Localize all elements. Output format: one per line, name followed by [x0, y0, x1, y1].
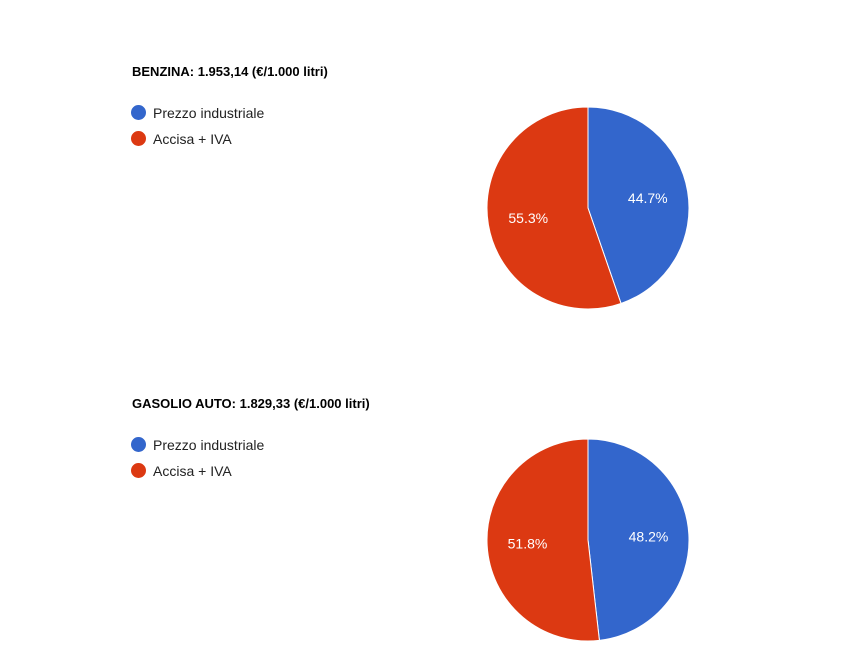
chart-title: BENZINA: 1.953,14 (€/1.000 litri) — [132, 64, 328, 79]
legend-item-prezzo-industriale[interactable]: Prezzo industriale — [131, 104, 264, 121]
slice-value-label: 51.8% — [508, 535, 548, 551]
legend-label: Accisa + IVA — [153, 130, 232, 147]
pie-slice-accisa-iva[interactable] — [486, 106, 622, 310]
legend-swatch-prezzo-industriale — [131, 105, 146, 120]
legend-label: Prezzo industriale — [153, 104, 265, 121]
pie-chart: 44.7% 55.3% — [486, 106, 690, 310]
legend-label: Prezzo industriale — [153, 436, 265, 453]
legend-item-accisa-iva[interactable]: Accisa + IVA — [131, 462, 264, 479]
pie-slice-prezzo-industriale[interactable] — [587, 438, 690, 641]
legend-item-prezzo-industriale[interactable]: Prezzo industriale — [131, 436, 264, 453]
chart-gasolio-auto: GASOLIO AUTO: 1.829,33 (€/1.000 litri) P… — [0, 332, 865, 662]
legend-swatch-prezzo-industriale — [131, 437, 146, 452]
slice-value-label: 55.3% — [508, 210, 548, 226]
pie-chart: 48.2% 51.8% — [486, 438, 690, 642]
chart-legend: Prezzo industriale Accisa + IVA — [131, 436, 264, 488]
legend-item-accisa-iva[interactable]: Accisa + IVA — [131, 130, 264, 147]
chart-legend: Prezzo industriale Accisa + IVA — [131, 104, 264, 156]
legend-swatch-accisa-iva — [131, 131, 146, 146]
legend-label: Accisa + IVA — [153, 462, 232, 479]
slice-value-label: 48.2% — [629, 529, 669, 545]
pie-slice-accisa-iva[interactable] — [486, 438, 600, 642]
pie-slice-prezzo-industriale[interactable] — [587, 106, 690, 305]
chart-title: GASOLIO AUTO: 1.829,33 (€/1.000 litri) — [132, 396, 370, 411]
legend-swatch-accisa-iva — [131, 463, 146, 478]
chart-benzina: BENZINA: 1.953,14 (€/1.000 litri) Prezzo… — [0, 0, 865, 330]
slice-value-label: 44.7% — [628, 190, 668, 206]
